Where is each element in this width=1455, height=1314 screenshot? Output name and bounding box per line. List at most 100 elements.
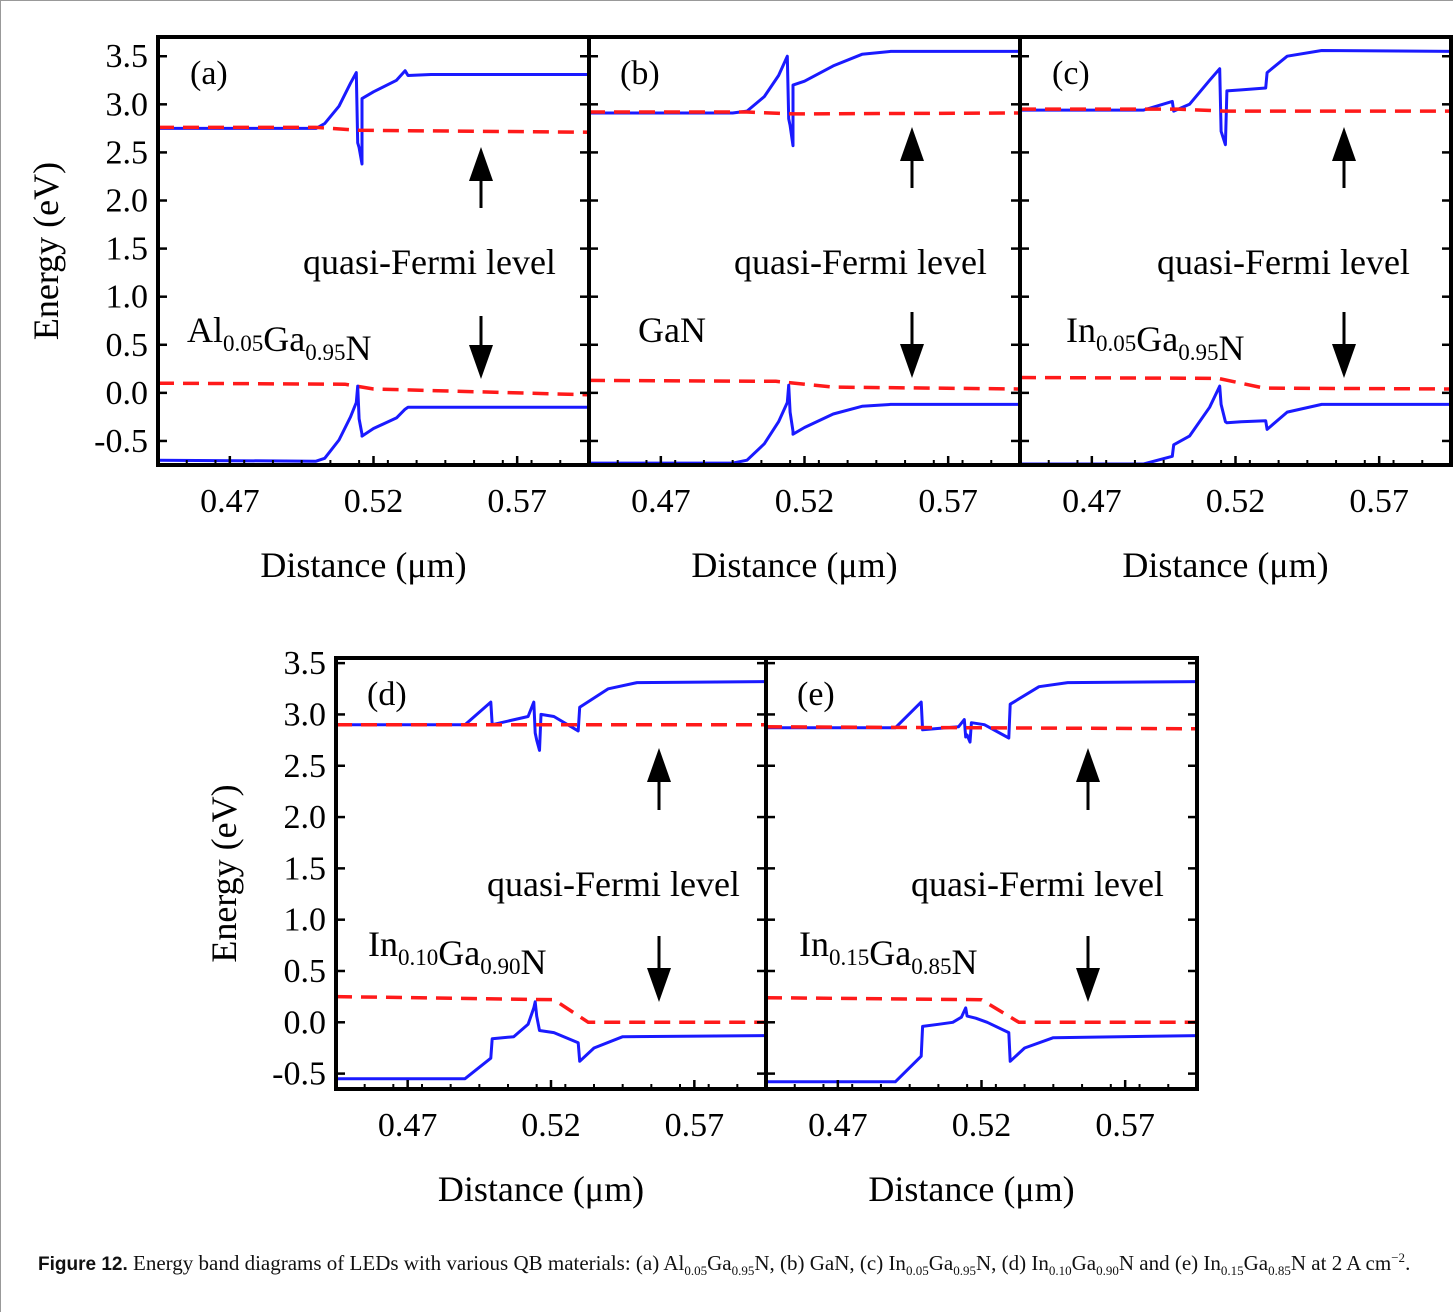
material-text: In [368, 924, 398, 964]
material-subscript: 0.15 [829, 945, 869, 970]
material-label: In0.05Ga0.95N [1066, 310, 1244, 368]
valence-band-line [766, 1006, 1197, 1084]
caption-sub: 0.95 [731, 1263, 755, 1279]
material-text: GaN [638, 310, 706, 350]
caption-sub: 0.10 [1048, 1263, 1072, 1279]
y-tick-label: 3.0 [106, 86, 149, 123]
fermi-down-arrow-head [647, 968, 671, 1002]
material-label: Al0.05Ga0.95N [187, 310, 371, 368]
caption-text: Ga [707, 1251, 732, 1275]
material-subscript: 0.05 [1096, 331, 1136, 356]
x-tick-label: 0.57 [1095, 1107, 1155, 1144]
y-tick-label: 1.0 [106, 279, 149, 316]
material-text: Ga [869, 933, 911, 973]
x-tick-label: 0.52 [1206, 483, 1266, 520]
caption-sub: 0.85 [1268, 1263, 1291, 1279]
y-tick-label: 3.5 [106, 38, 149, 75]
fermi-down-arrow-head [900, 344, 924, 378]
fermi-up-arrow-head [900, 127, 924, 161]
y-tick-label: 1.5 [106, 231, 149, 268]
material-subscript: 0.95 [305, 340, 345, 365]
x-axis-title: Distance (μm) [438, 1169, 644, 1209]
caption-label: Figure 12. [38, 1254, 128, 1275]
caption-sub: 0.05 [684, 1263, 708, 1279]
y-tick-label: 3.5 [284, 645, 327, 682]
panel-label: (a) [190, 55, 228, 92]
quasi-fermi-electron-line [158, 125, 589, 134]
valence-band-line [589, 383, 1020, 465]
y-tick-label: 0.0 [106, 375, 149, 412]
quasi-fermi-electron-line [766, 725, 1197, 731]
quasi-fermi-hole-line [766, 995, 1197, 1025]
fermi-up-arrow-head [1332, 127, 1356, 161]
caption-text: N, (b) GaN, (c) In [754, 1251, 906, 1275]
material-subscript: 0.10 [398, 945, 438, 970]
caption-sub: 0.05 [905, 1263, 929, 1279]
y-tick-label: 0.5 [284, 953, 327, 990]
y-tick-label: 3.0 [284, 696, 327, 733]
conduction-band-line [589, 49, 1020, 148]
x-tick-label: 0.57 [1349, 483, 1409, 520]
material-text: In [1066, 310, 1096, 350]
x-tick-label: 0.47 [200, 483, 260, 520]
caption-sub: 0.95 [953, 1263, 976, 1279]
y-tick-label: 2.0 [284, 799, 327, 836]
fermi-annotation: quasi-Fermi level [303, 242, 556, 282]
x-tick-label: 0.52 [952, 1107, 1012, 1144]
material-subscript: 0.05 [223, 331, 263, 356]
conduction-band-line [1020, 49, 1451, 147]
y-tick-label: 2.0 [106, 183, 149, 220]
figure-chart: 0.47 0.52 0.57 3.5 3.0 2.5 2.0 1.5 1.0 0.5 0.0 -0.5… [26, 35, 1453, 1209]
material-text: Ga [263, 319, 305, 359]
caption-text: N and (e) In [1118, 1251, 1221, 1275]
y-tick-label: 2.5 [284, 748, 327, 785]
x-tick-label: 0.47 [378, 1107, 438, 1144]
fermi-annotation: quasi-Fermi level [487, 864, 740, 904]
y-tick-label: 1.5 [284, 850, 327, 887]
caption-text-0: Energy band diagrams of LEDs with variou… [127, 1251, 685, 1275]
fermi-down-arrow-head [1332, 344, 1356, 378]
panel-label: (e) [797, 676, 835, 713]
y-tick-label: 1.0 [284, 902, 327, 939]
valence-band-line [1020, 384, 1451, 465]
y-tick-label: 2.5 [106, 134, 149, 171]
x-tick-label: 0.47 [808, 1107, 868, 1144]
x-tick-label: 0.52 [521, 1107, 581, 1144]
conduction-band-line [766, 680, 1197, 744]
fermi-annotation: quasi-Fermi level [1157, 242, 1410, 282]
plot-frame [1018, 35, 1453, 467]
x-tick-label: 0.47 [1062, 483, 1122, 520]
x-tick-label: 0.47 [631, 483, 691, 520]
panel-label: (c) [1052, 55, 1090, 92]
caption-text: Ga [1243, 1251, 1269, 1275]
quasi-fermi-hole-line [336, 994, 766, 1025]
material-text: N [520, 942, 546, 982]
material-label: GaN [638, 310, 706, 350]
fermi-annotation: quasi-Fermi level [734, 242, 987, 282]
material-text: In [799, 924, 829, 964]
material-subscript: 0.95 [1178, 340, 1218, 365]
valence-band-line [336, 1000, 766, 1081]
caption-sub: 0.90 [1096, 1263, 1119, 1279]
x-tick-label: 0.57 [487, 483, 547, 520]
quasi-fermi-hole-line [589, 378, 1020, 391]
plot-frame [764, 656, 1199, 1091]
fermi-down-arrow-head [469, 345, 493, 379]
x-axis-title: Distance (μm) [1122, 545, 1328, 585]
material-label: In0.10Ga0.90N [368, 924, 546, 982]
material-subscript: 0.90 [480, 954, 520, 979]
caption-text: Ga [1071, 1251, 1097, 1275]
material-text: Ga [1136, 319, 1178, 359]
conduction-band-line [158, 69, 589, 166]
y-axis-title: Energy (eV) [204, 784, 244, 962]
fermi-up-arrow-head [1076, 748, 1100, 782]
valence-band-line [158, 384, 589, 463]
x-tick-label: 0.57 [665, 1107, 725, 1144]
x-axis-title: Distance (μm) [691, 545, 897, 585]
conduction-band-line [336, 680, 766, 752]
caption-sub: 0.15 [1220, 1263, 1244, 1279]
quasi-fermi-hole-line [158, 381, 589, 397]
x-tick-label: 0.57 [918, 483, 978, 520]
material-subscript: 0.85 [911, 954, 951, 979]
x-tick-label: 0.52 [344, 483, 404, 520]
